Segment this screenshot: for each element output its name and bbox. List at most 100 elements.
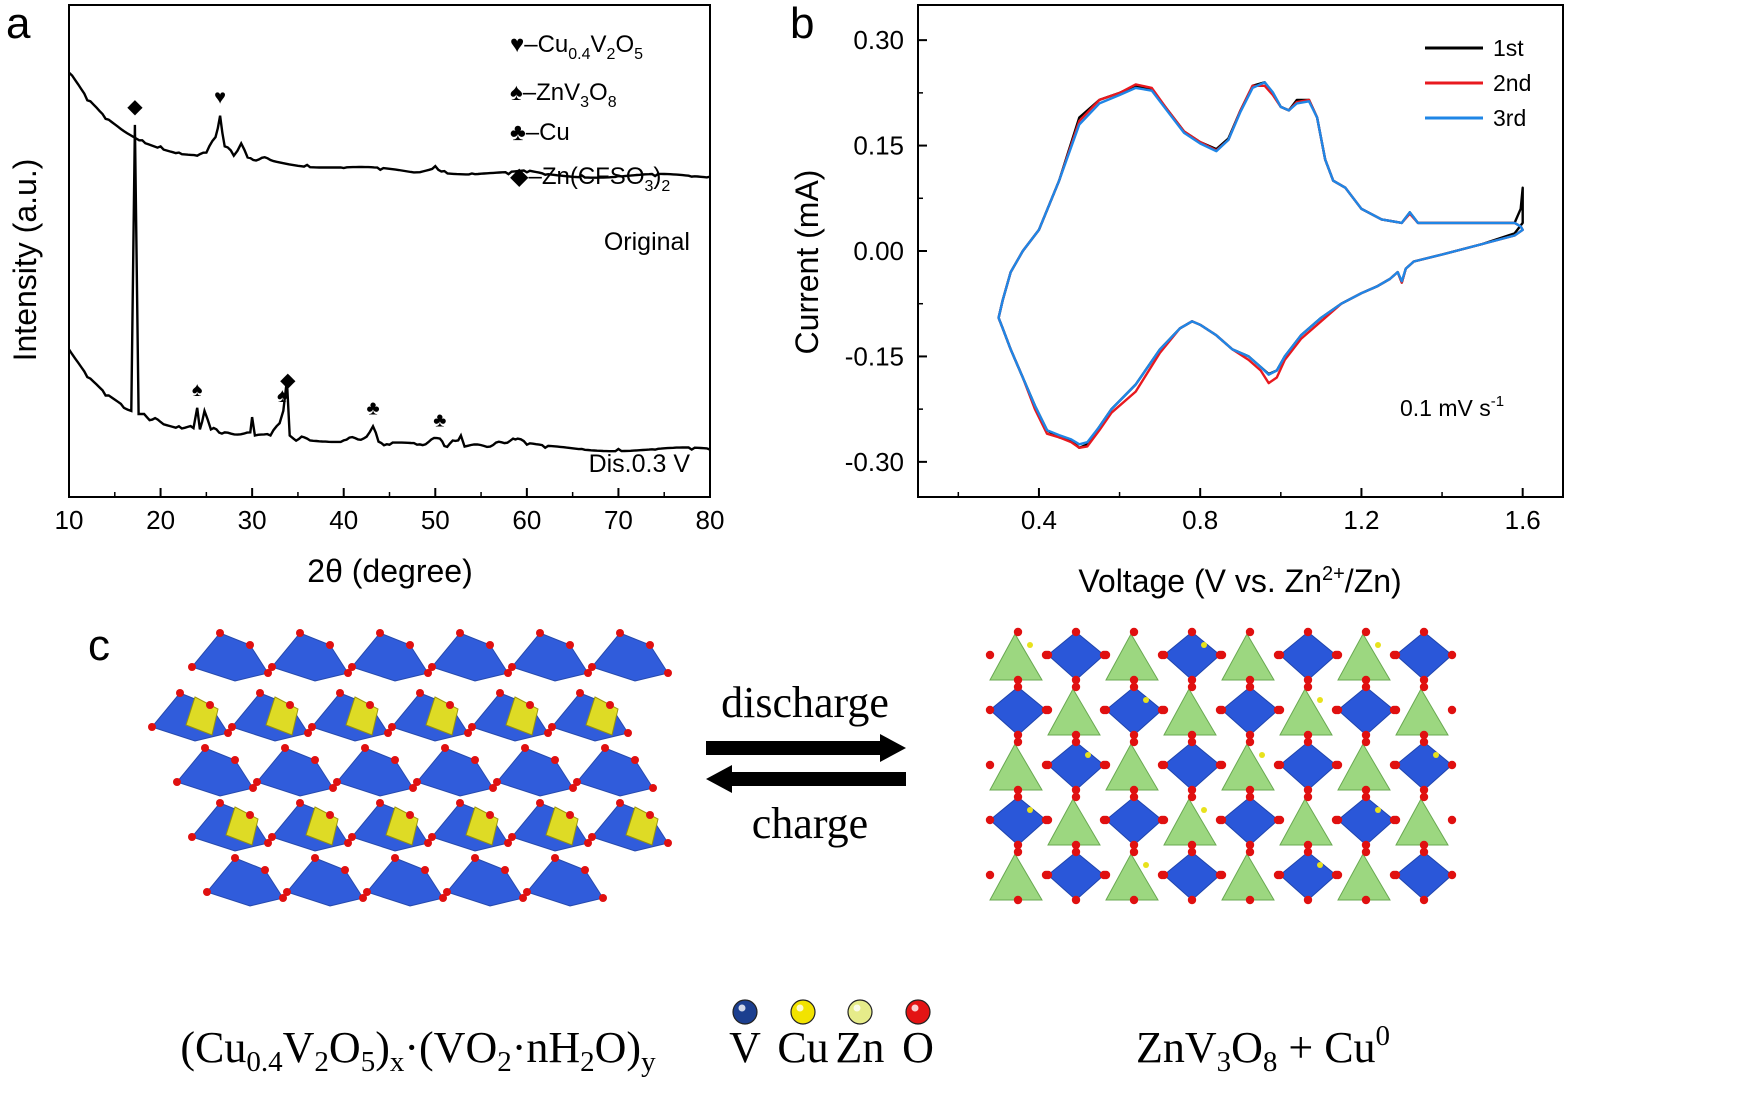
oxygen-atom: [1071, 730, 1081, 740]
panel-b-cv: b 0.4 0.8 1.2 1.6 0.30 0.15 0.00 -0.15 -0.30 Vo…: [789, 0, 1564, 599]
oxygen-atom: [224, 729, 232, 737]
vanadium-polyhedron: [271, 632, 349, 682]
lf-p6: ·nH: [512, 1023, 580, 1072]
cv-legend-label: 3rd: [1493, 105, 1526, 131]
vanadium-polyhedron: [431, 632, 509, 682]
oxygen-atom: [664, 839, 672, 847]
oxygen-atom: [428, 833, 436, 841]
atom-Cu-icon: [790, 999, 816, 1025]
oxygen-atom: [496, 689, 504, 697]
copper-atom: [1259, 752, 1265, 758]
vanadium-polyhedron: [1395, 631, 1453, 681]
cv-plot-frame: [917, 4, 1564, 498]
oxygen-atom: [1303, 792, 1313, 802]
oxygen-atom: [1013, 785, 1023, 795]
cv-y-tick-label: -0.30: [845, 447, 904, 477]
oxygen-atom: [1361, 840, 1371, 850]
oxygen-atom: [253, 778, 261, 786]
oxygen-atom: [268, 663, 276, 671]
xrd-series-group: [67, 71, 711, 453]
legend-text: –ZnV: [523, 79, 580, 106]
oxygen-atom: [646, 811, 654, 819]
oxygen-atom: [581, 866, 589, 874]
oxygen-atom: [1245, 682, 1255, 692]
vanadium-polyhedron: [576, 747, 654, 797]
oxygen-atom: [1333, 815, 1343, 825]
oxygen-atom: [489, 784, 497, 792]
oxygen-atom: [361, 744, 369, 752]
oxygen-atom: [664, 669, 672, 677]
cv-legend-label: 2nd: [1493, 70, 1531, 96]
oxygen-atom: [1013, 675, 1023, 685]
oxygen-atom: [1129, 792, 1139, 802]
xrd-legend: ♥–Cu0.4V2O5♠–ZnV3O8♣–Cu◆–Zn(CFSO3)2: [510, 31, 670, 195]
oxygen-atom: [1447, 650, 1457, 660]
lf-p7: O): [595, 1023, 641, 1072]
oxygen-atom: [569, 784, 577, 792]
oxygen-atom: [1419, 785, 1429, 795]
oxygen-atom: [1245, 895, 1255, 905]
oxygen-atom: [1391, 870, 1401, 880]
oxygen-atom: [1129, 737, 1139, 747]
oxygen-atom: [1013, 627, 1023, 637]
oxygen-atom: [551, 756, 559, 764]
vanadium-polyhedron: [1221, 796, 1279, 846]
oxygen-atom: [246, 641, 254, 649]
zinc-polyhedron: [989, 742, 1043, 791]
copper-atom: [1317, 697, 1323, 703]
oxygen-atom: [1187, 737, 1197, 747]
oxygen-atom: [631, 756, 639, 764]
oxygen-atom: [1361, 895, 1371, 905]
oxygen-atom: [566, 811, 574, 819]
legend-subscript: 8: [608, 94, 617, 111]
zinc-polyhedron: [1221, 852, 1275, 901]
oxygen-atom: [1419, 627, 1429, 637]
oxygen-atom: [1447, 705, 1457, 715]
lf-s6: 2: [580, 1046, 595, 1078]
atom-highlight: [853, 1004, 861, 1012]
oxygen-atom: [1419, 895, 1429, 905]
oxygen-atom: [281, 744, 289, 752]
oxygen-atom: [1187, 792, 1197, 802]
scan-rate-sup: -1: [1491, 393, 1504, 410]
cv-y-axis-label: Current (mA): [789, 170, 825, 355]
lf-s1: 0.4: [246, 1046, 283, 1078]
lf-s5: 2: [497, 1046, 512, 1078]
oxygen-atom: [551, 854, 559, 862]
oxygen-atom: [1361, 682, 1371, 692]
vanadium-polyhedron: [1105, 796, 1163, 846]
oxygen-atom: [1217, 815, 1227, 825]
oxygen-atom: [1275, 760, 1285, 770]
vanadium-polyhedron: [366, 857, 444, 907]
copper-atom: [1027, 642, 1033, 648]
oxygen-atom: [1303, 840, 1313, 850]
oxygen-atom: [416, 689, 424, 697]
oxygen-atom: [1303, 730, 1313, 740]
rf-s2: 8: [1263, 1046, 1278, 1078]
oxygen-atom: [249, 784, 257, 792]
xrd-x-axis-label: 2θ (degree): [307, 553, 472, 589]
lf-p2: V: [283, 1023, 315, 1072]
oxygen-atom: [341, 866, 349, 874]
rf-p2: O: [1231, 1023, 1263, 1072]
lf-s3: 5: [361, 1046, 376, 1078]
oxygen-atom: [1217, 650, 1227, 660]
oxygen-atom: [1217, 760, 1227, 770]
xrd-legend-entry: ♣–Cu: [510, 119, 570, 146]
oxygen-atom: [439, 894, 447, 902]
oxygen-atom: [588, 833, 596, 841]
oxygen-atom: [1217, 705, 1227, 715]
copper-atom: [1201, 642, 1207, 648]
left-formula: (Cu0.4V2O5)x·(VO2·nH2O)y: [180, 1023, 656, 1078]
legend-text: –Cu: [524, 31, 568, 58]
oxygen-atom: [1071, 840, 1081, 850]
lf-p4: ): [375, 1023, 390, 1072]
copper-atom: [1085, 752, 1091, 758]
oxygen-atom: [391, 756, 399, 764]
oxygen-atom: [406, 811, 414, 819]
zinc-polyhedron: [1395, 797, 1449, 846]
oxygen-atom: [508, 833, 516, 841]
vanadium-polyhedron: [1337, 796, 1395, 846]
oxygen-atom: [1071, 792, 1081, 802]
oxygen-atom: [536, 799, 544, 807]
